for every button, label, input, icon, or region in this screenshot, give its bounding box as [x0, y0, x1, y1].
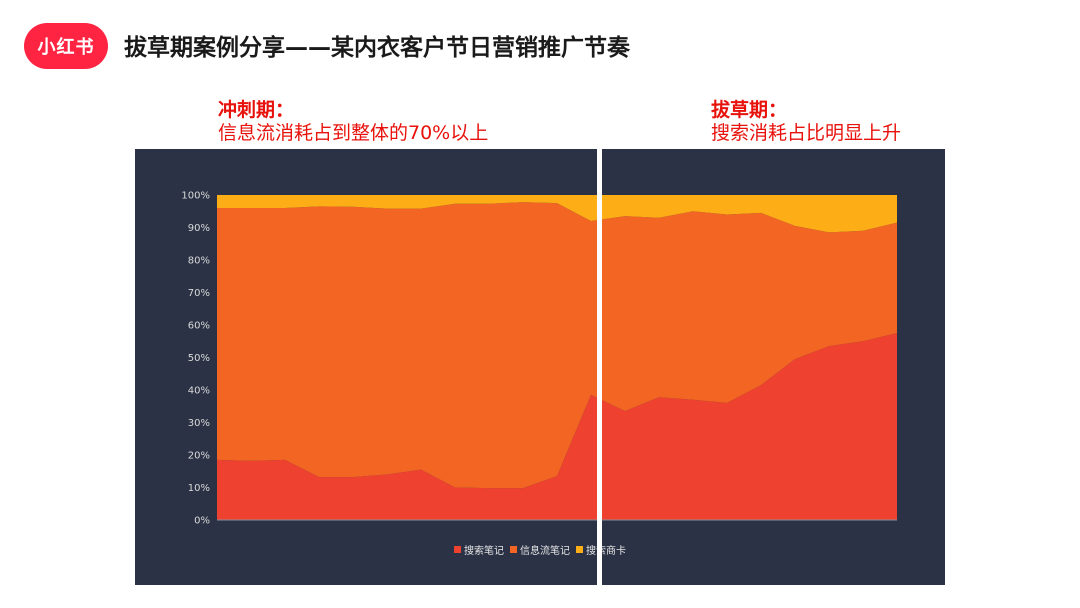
legend-label: 搜索商卡 [586, 546, 626, 557]
area-series-1 [217, 333, 897, 520]
annotation-sprint-phase: 冲刺期： 信息流消耗占到整体的70%以上 [218, 99, 488, 145]
page-title: 拔草期案例分享——某内衣客户节日营销推广节奏 [124, 35, 630, 61]
chart-panel: 0% 10% 20% 30% 40% 50% 60% 70% 80% 90% 100% 搜索笔记 信息… [135, 149, 945, 585]
logo-text: 小红书 [37, 37, 95, 58]
legend-swatch [576, 546, 583, 553]
annotation-harvest-heading: 拔草期： [711, 99, 788, 121]
y-tick-label: 10% [188, 483, 210, 494]
stacked-area-chart: 0% 10% 20% 30% 40% 50% 60% 70% 80% 90% 100% [181, 191, 897, 527]
y-tick-label: 40% [188, 386, 210, 397]
chart-legend: 搜索笔记 信息流笔记 搜索商卡 [135, 542, 945, 557]
area-series-2 [217, 202, 897, 489]
legend-swatch [454, 546, 461, 553]
legend-swatch [510, 546, 517, 553]
legend-item-2: 信息流笔记 [510, 542, 570, 557]
y-tick-label: 20% [188, 451, 210, 462]
y-tick-label: 100% [181, 191, 210, 202]
phase-divider-line [597, 149, 602, 586]
annotation-sprint-body: 信息流消耗占到整体的70%以上 [218, 122, 489, 144]
xiaohongshu-logo: 小红书 [24, 23, 108, 69]
y-tick-label: 0% [194, 516, 210, 527]
y-tick-label: 50% [188, 353, 210, 364]
legend-item-3: 搜索商卡 [576, 542, 626, 557]
annotation-harvest-phase: 拔草期： 搜索消耗占比明显上升 [711, 99, 901, 145]
annotation-sprint-heading: 冲刺期： [218, 99, 295, 121]
y-tick-label: 30% [188, 418, 210, 429]
y-tick-label: 60% [188, 321, 210, 332]
area-series-3 [217, 195, 897, 233]
y-tick-label: 80% [188, 256, 210, 267]
annotation-harvest-body: 搜索消耗占比明显上升 [711, 122, 902, 144]
y-tick-label: 90% [188, 223, 210, 234]
legend-label: 搜索笔记 [464, 546, 504, 557]
legend-label: 信息流笔记 [520, 546, 570, 557]
legend-item-1: 搜索笔记 [454, 542, 504, 557]
y-tick-label: 70% [188, 288, 210, 299]
